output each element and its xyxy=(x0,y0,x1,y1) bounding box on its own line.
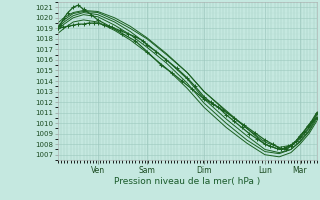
X-axis label: Pression niveau de la mer( hPa ): Pression niveau de la mer( hPa ) xyxy=(114,177,260,186)
